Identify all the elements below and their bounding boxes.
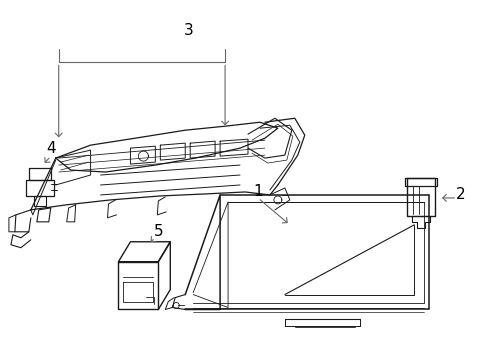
Text: 2: 2 [455, 188, 465, 202]
Text: 3: 3 [183, 23, 193, 38]
Text: 4: 4 [46, 141, 56, 156]
Text: 5: 5 [153, 224, 163, 239]
Text: 1: 1 [253, 184, 262, 199]
